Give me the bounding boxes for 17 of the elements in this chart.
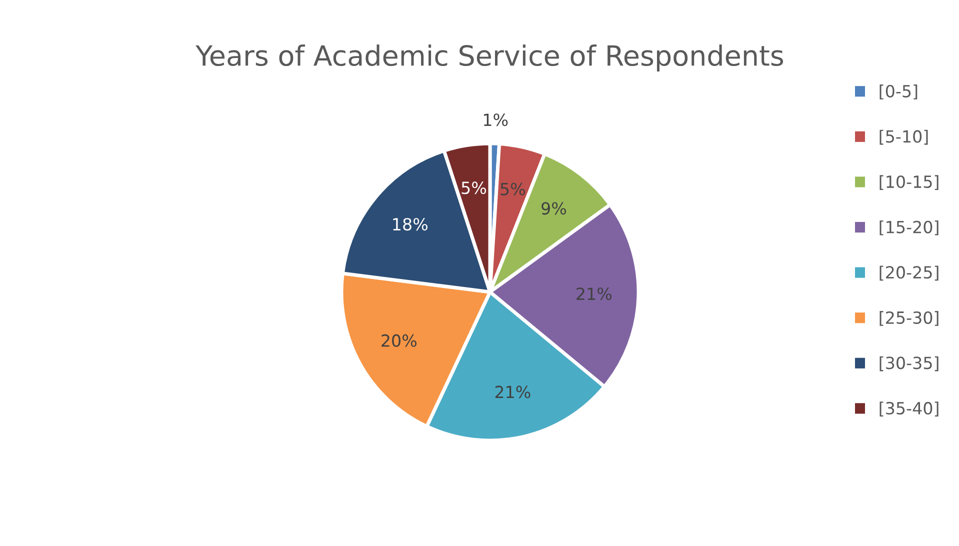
legend-label: [25-30] xyxy=(880,311,938,326)
legend-label: [10-15] xyxy=(880,175,938,190)
data-label: 20% xyxy=(382,334,416,347)
data-label: 9% xyxy=(542,202,566,215)
legend-label: [20-25] xyxy=(880,266,938,281)
data-label: 18% xyxy=(393,218,428,231)
data-label: 21% xyxy=(576,287,612,300)
legend-label: [0-5] xyxy=(880,84,918,100)
legend-label: [35-40] xyxy=(880,402,938,416)
chart-title: Years of Academic Service of Respondents xyxy=(196,44,784,72)
legend-label: [30-35] xyxy=(880,356,938,372)
legend-label: [15-20] xyxy=(880,220,938,236)
legend-label: [5-10] xyxy=(880,130,928,145)
data-label: 5% xyxy=(500,182,525,196)
data-label: 5% xyxy=(462,182,486,194)
data-label: 21% xyxy=(495,386,530,398)
data-label: 1% xyxy=(484,114,508,126)
